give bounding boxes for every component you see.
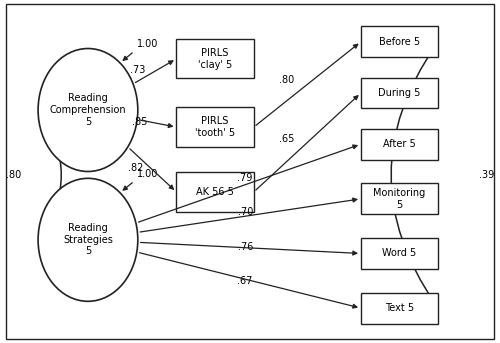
Text: AK 56 5: AK 56 5 (196, 187, 234, 197)
FancyBboxPatch shape (361, 238, 438, 269)
Text: .80: .80 (6, 170, 21, 180)
Text: PIRLS
'clay' 5: PIRLS 'clay' 5 (198, 48, 232, 70)
FancyArrowPatch shape (40, 114, 62, 236)
Text: .85: .85 (132, 117, 148, 127)
Text: .39: .39 (479, 170, 494, 180)
Text: After 5: After 5 (383, 139, 416, 149)
FancyBboxPatch shape (361, 129, 438, 159)
FancyBboxPatch shape (176, 107, 254, 147)
FancyBboxPatch shape (176, 172, 254, 212)
FancyArrowPatch shape (391, 45, 436, 305)
FancyBboxPatch shape (361, 26, 438, 57)
Text: .70: .70 (238, 207, 253, 217)
FancyBboxPatch shape (361, 293, 438, 323)
Text: .76: .76 (238, 242, 253, 252)
Text: 1.00: 1.00 (137, 169, 158, 179)
Ellipse shape (38, 48, 138, 172)
Text: .80: .80 (280, 75, 294, 85)
Text: Reading
Comprehension
5: Reading Comprehension 5 (50, 93, 126, 127)
FancyBboxPatch shape (361, 78, 438, 108)
FancyBboxPatch shape (361, 184, 438, 214)
Text: PIRLS
'tooth' 5: PIRLS 'tooth' 5 (195, 116, 235, 138)
Text: Text 5: Text 5 (385, 303, 414, 313)
Text: .65: .65 (279, 134, 294, 144)
Text: .82: .82 (128, 163, 143, 173)
Text: Word 5: Word 5 (382, 248, 416, 259)
Text: Monitoring
5: Monitoring 5 (374, 188, 426, 210)
Text: .67: .67 (237, 276, 252, 286)
FancyBboxPatch shape (176, 39, 254, 79)
Text: 1.00: 1.00 (137, 39, 158, 49)
Ellipse shape (38, 178, 138, 301)
Text: Before 5: Before 5 (379, 37, 420, 47)
Text: During 5: During 5 (378, 88, 421, 98)
Text: .79: .79 (237, 173, 252, 183)
Text: Reading
Strategies
5: Reading Strategies 5 (63, 223, 113, 257)
Text: .73: .73 (130, 64, 146, 75)
